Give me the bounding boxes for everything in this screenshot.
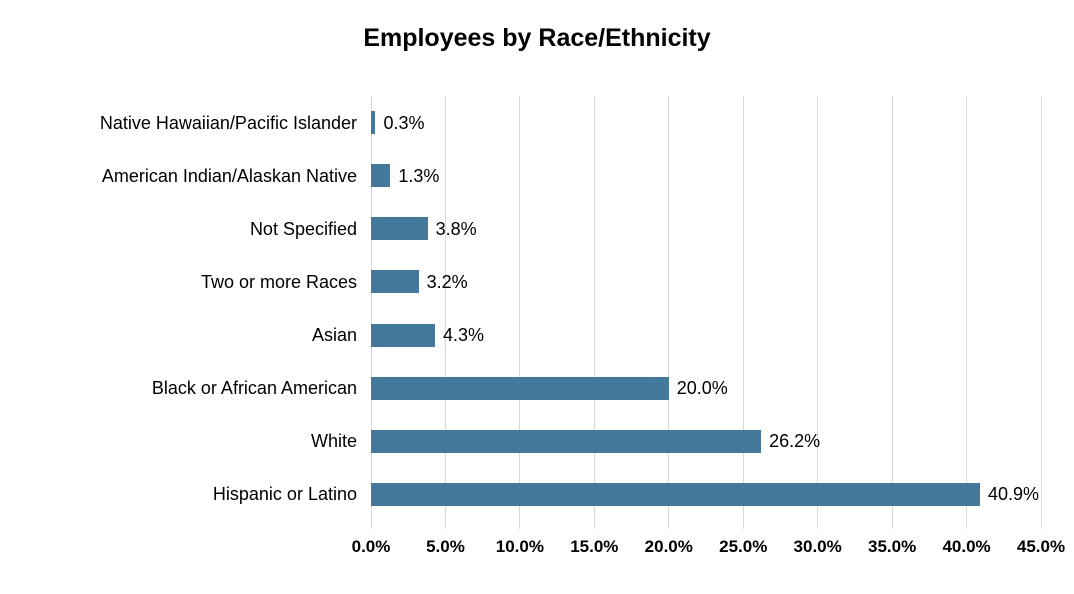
axis-tick-mark	[1040, 521, 1042, 529]
bar	[371, 323, 436, 347]
axis-tick-mark	[742, 521, 744, 529]
gridline	[966, 96, 968, 521]
bar	[371, 376, 669, 400]
value-label: 4.3%	[443, 325, 485, 346]
chart-title: Employees by Race/Ethnicity	[363, 24, 711, 52]
x-axis-tick-label: 40.0%	[942, 537, 991, 556]
category-label: Native Hawaiian/Pacific Islander	[99, 112, 357, 133]
bar	[371, 217, 428, 241]
x-axis-tick-label: 0.0%	[351, 537, 391, 556]
category-label: Hispanic or Latino	[212, 484, 357, 505]
x-axis-tick-label: 20.0%	[644, 537, 693, 556]
x-axis-tick-label: 15.0%	[570, 537, 619, 556]
value-label: 20.0%	[676, 378, 728, 399]
gridline	[444, 96, 446, 521]
axis-tick-mark	[817, 521, 819, 529]
gridline	[668, 96, 670, 521]
value-label: 40.9%	[987, 484, 1039, 505]
axis-tick-mark	[593, 521, 595, 529]
gridline	[891, 96, 893, 521]
category-label: Black or African American	[151, 378, 357, 399]
gridline	[370, 96, 372, 521]
axis-tick-mark	[444, 521, 446, 529]
x-axis-tick-label: 45.0%	[1016, 537, 1066, 556]
gridline	[593, 96, 595, 521]
x-axis-tick-label: 30.0%	[793, 537, 842, 556]
gridline	[1040, 96, 1042, 521]
category-label: Not Specified	[249, 218, 357, 239]
gridline	[817, 96, 819, 521]
bar	[371, 482, 980, 506]
category-label: Asian	[311, 325, 357, 346]
bar	[371, 111, 376, 135]
axis-tick-mark	[668, 521, 670, 529]
category-label: White	[310, 431, 357, 452]
value-label: 26.2%	[769, 431, 821, 452]
bar	[371, 270, 419, 294]
axis-tick-mark	[966, 521, 968, 529]
x-axis-tick-label: 35.0%	[868, 537, 917, 556]
x-axis-tick-label: 10.0%	[495, 537, 544, 556]
axis-tick-mark	[370, 521, 372, 529]
gridline	[742, 96, 744, 521]
category-label: Two or more Races	[200, 271, 357, 292]
value-label: 3.8%	[435, 218, 477, 239]
gridline	[519, 96, 521, 521]
value-label: 1.3%	[398, 165, 440, 186]
bar	[371, 164, 391, 188]
x-axis-tick-label: 25.0%	[719, 537, 768, 556]
axis-tick-mark	[891, 521, 893, 529]
value-label: 3.2%	[426, 271, 468, 292]
value-label: 0.3%	[383, 112, 425, 133]
x-axis-tick-label: 5.0%	[426, 537, 465, 556]
category-label: American Indian/Alaskan Native	[101, 165, 357, 186]
bar	[371, 429, 762, 453]
axis-tick-mark	[519, 521, 521, 529]
